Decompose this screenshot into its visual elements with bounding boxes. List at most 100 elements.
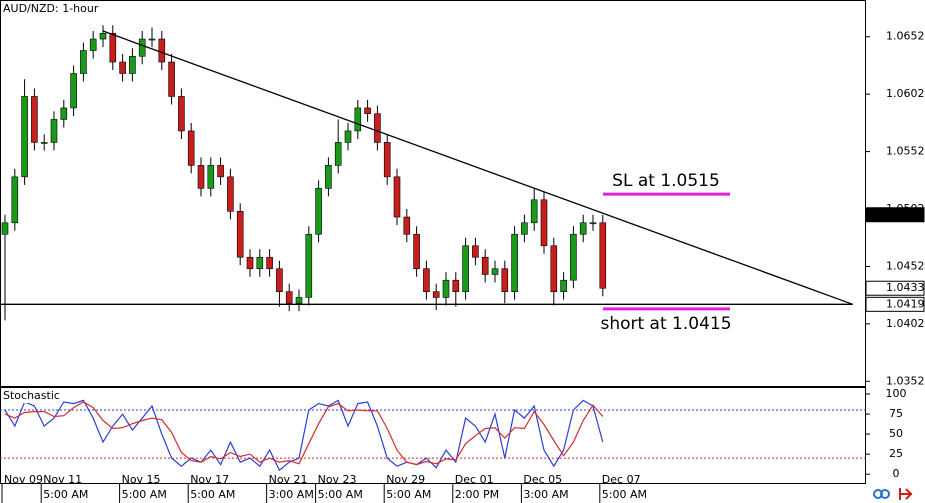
x-tick-time: 5:00 AM [602,488,647,501]
candle-body [50,119,58,143]
y-tick-label: 100 [886,387,907,400]
candle-body [246,256,254,270]
x-tick-time: 5:00 AM [190,488,235,501]
candle-body [148,38,156,41]
x-tick-time: 5:00 AM [43,488,88,501]
candle-body [11,176,19,224]
trendline [102,30,853,305]
candle-body [80,50,87,74]
x-tick-time: 5:00 AM [318,488,363,501]
chart-title: AUD/NZD: 1-hour [3,2,99,15]
x-tick-label: Nov 29 [386,473,425,486]
candle-body [295,297,303,304]
candle-body [99,33,107,40]
x-tick-label: Nov 21 [269,473,308,486]
candle-body [511,233,518,292]
x-tick-label: Nov 15 [122,473,161,486]
candle-body [579,222,587,235]
x-tick-label: Nov 09 [4,473,43,486]
candle-body [589,222,597,225]
candle-body [364,107,371,114]
x-tick-time: 3:00 AM [269,488,314,501]
candle-body [285,291,293,304]
price-tag [865,296,925,312]
x-tick-label: Dec 07 [602,473,641,486]
y-tick-label: 1.0602 [886,87,925,100]
price-tag-label: 1.0419 [886,297,925,310]
main-frame [0,0,866,387]
x-tick-label: Dec 05 [523,473,562,486]
candle-body [413,233,420,270]
candle-body [540,199,548,247]
x-tick-time: 5:00 AM [122,488,167,501]
title-bg [1,1,101,16]
candle-body [442,279,450,298]
x-tick-label: Nov 17 [190,473,229,486]
stoch-line [4,399,604,472]
y-tick-label: 1.0402 [886,317,925,330]
toolbar-icons [873,488,913,500]
candle-body [403,216,411,235]
candle-body [521,222,528,235]
candle-body [472,245,479,258]
y-tick-label: 1.0352 [886,374,925,387]
candle-body [31,96,38,143]
candle-body [236,210,244,258]
price-tag [865,207,925,223]
candle-body [315,188,322,235]
x-tick-time: 2:00 PM [455,488,499,501]
candle-body [256,256,264,270]
y-tick-label: 25 [889,447,903,460]
candle-body [452,279,460,292]
annotation-text: short at 1.0415 [600,314,731,334]
candle-body [178,96,185,132]
x-tick-label: Nov 23 [318,473,357,486]
candle-body [89,38,97,51]
candle-body [570,233,577,281]
candle-body [70,73,77,109]
candle-body [60,107,68,120]
candle-body [305,233,313,298]
price-tag-label: 1.0497 [886,208,925,221]
candle-body [207,165,215,189]
candle-body [21,96,28,178]
candle-body [138,38,146,57]
y-tick-label: 1.0652 [886,30,925,43]
scroll-end-icon[interactable] [899,488,913,500]
candle-body [432,291,440,298]
candle-body [40,142,48,144]
price-tag [865,280,925,296]
candle-body [599,222,607,289]
candle-body [168,61,175,97]
y-tick-label: 1.0552 [886,145,925,158]
candle-body [462,245,469,292]
candle-body [491,268,499,275]
candle-body [334,142,342,166]
candle-body [227,176,234,212]
candle-body [423,268,430,292]
candle-body [374,113,381,143]
candle-body [501,268,509,292]
candle-body [354,107,362,132]
stoch-line [4,401,604,466]
candle-body [197,165,205,189]
annotation-text: SL at 1.0515 [612,171,720,191]
y-tick-label: 75 [889,407,903,420]
candle-body [1,222,9,235]
candle-body [119,61,126,74]
candle-body [158,38,166,63]
x-tick-label: Dec 01 [455,473,494,486]
stoch-title: Stochastic [3,389,60,402]
y-tick-label: 1.0452 [886,259,925,272]
candle-body [109,33,117,63]
stoch-title-bg [1,389,57,403]
candle-body [129,55,136,74]
stoch-frame [0,387,866,484]
candle-body [266,256,273,270]
candle-body [325,165,332,189]
candle-body [383,142,391,178]
candle-body [481,256,489,275]
y-tick-label: 0 [893,467,900,480]
candle-body [276,268,283,292]
